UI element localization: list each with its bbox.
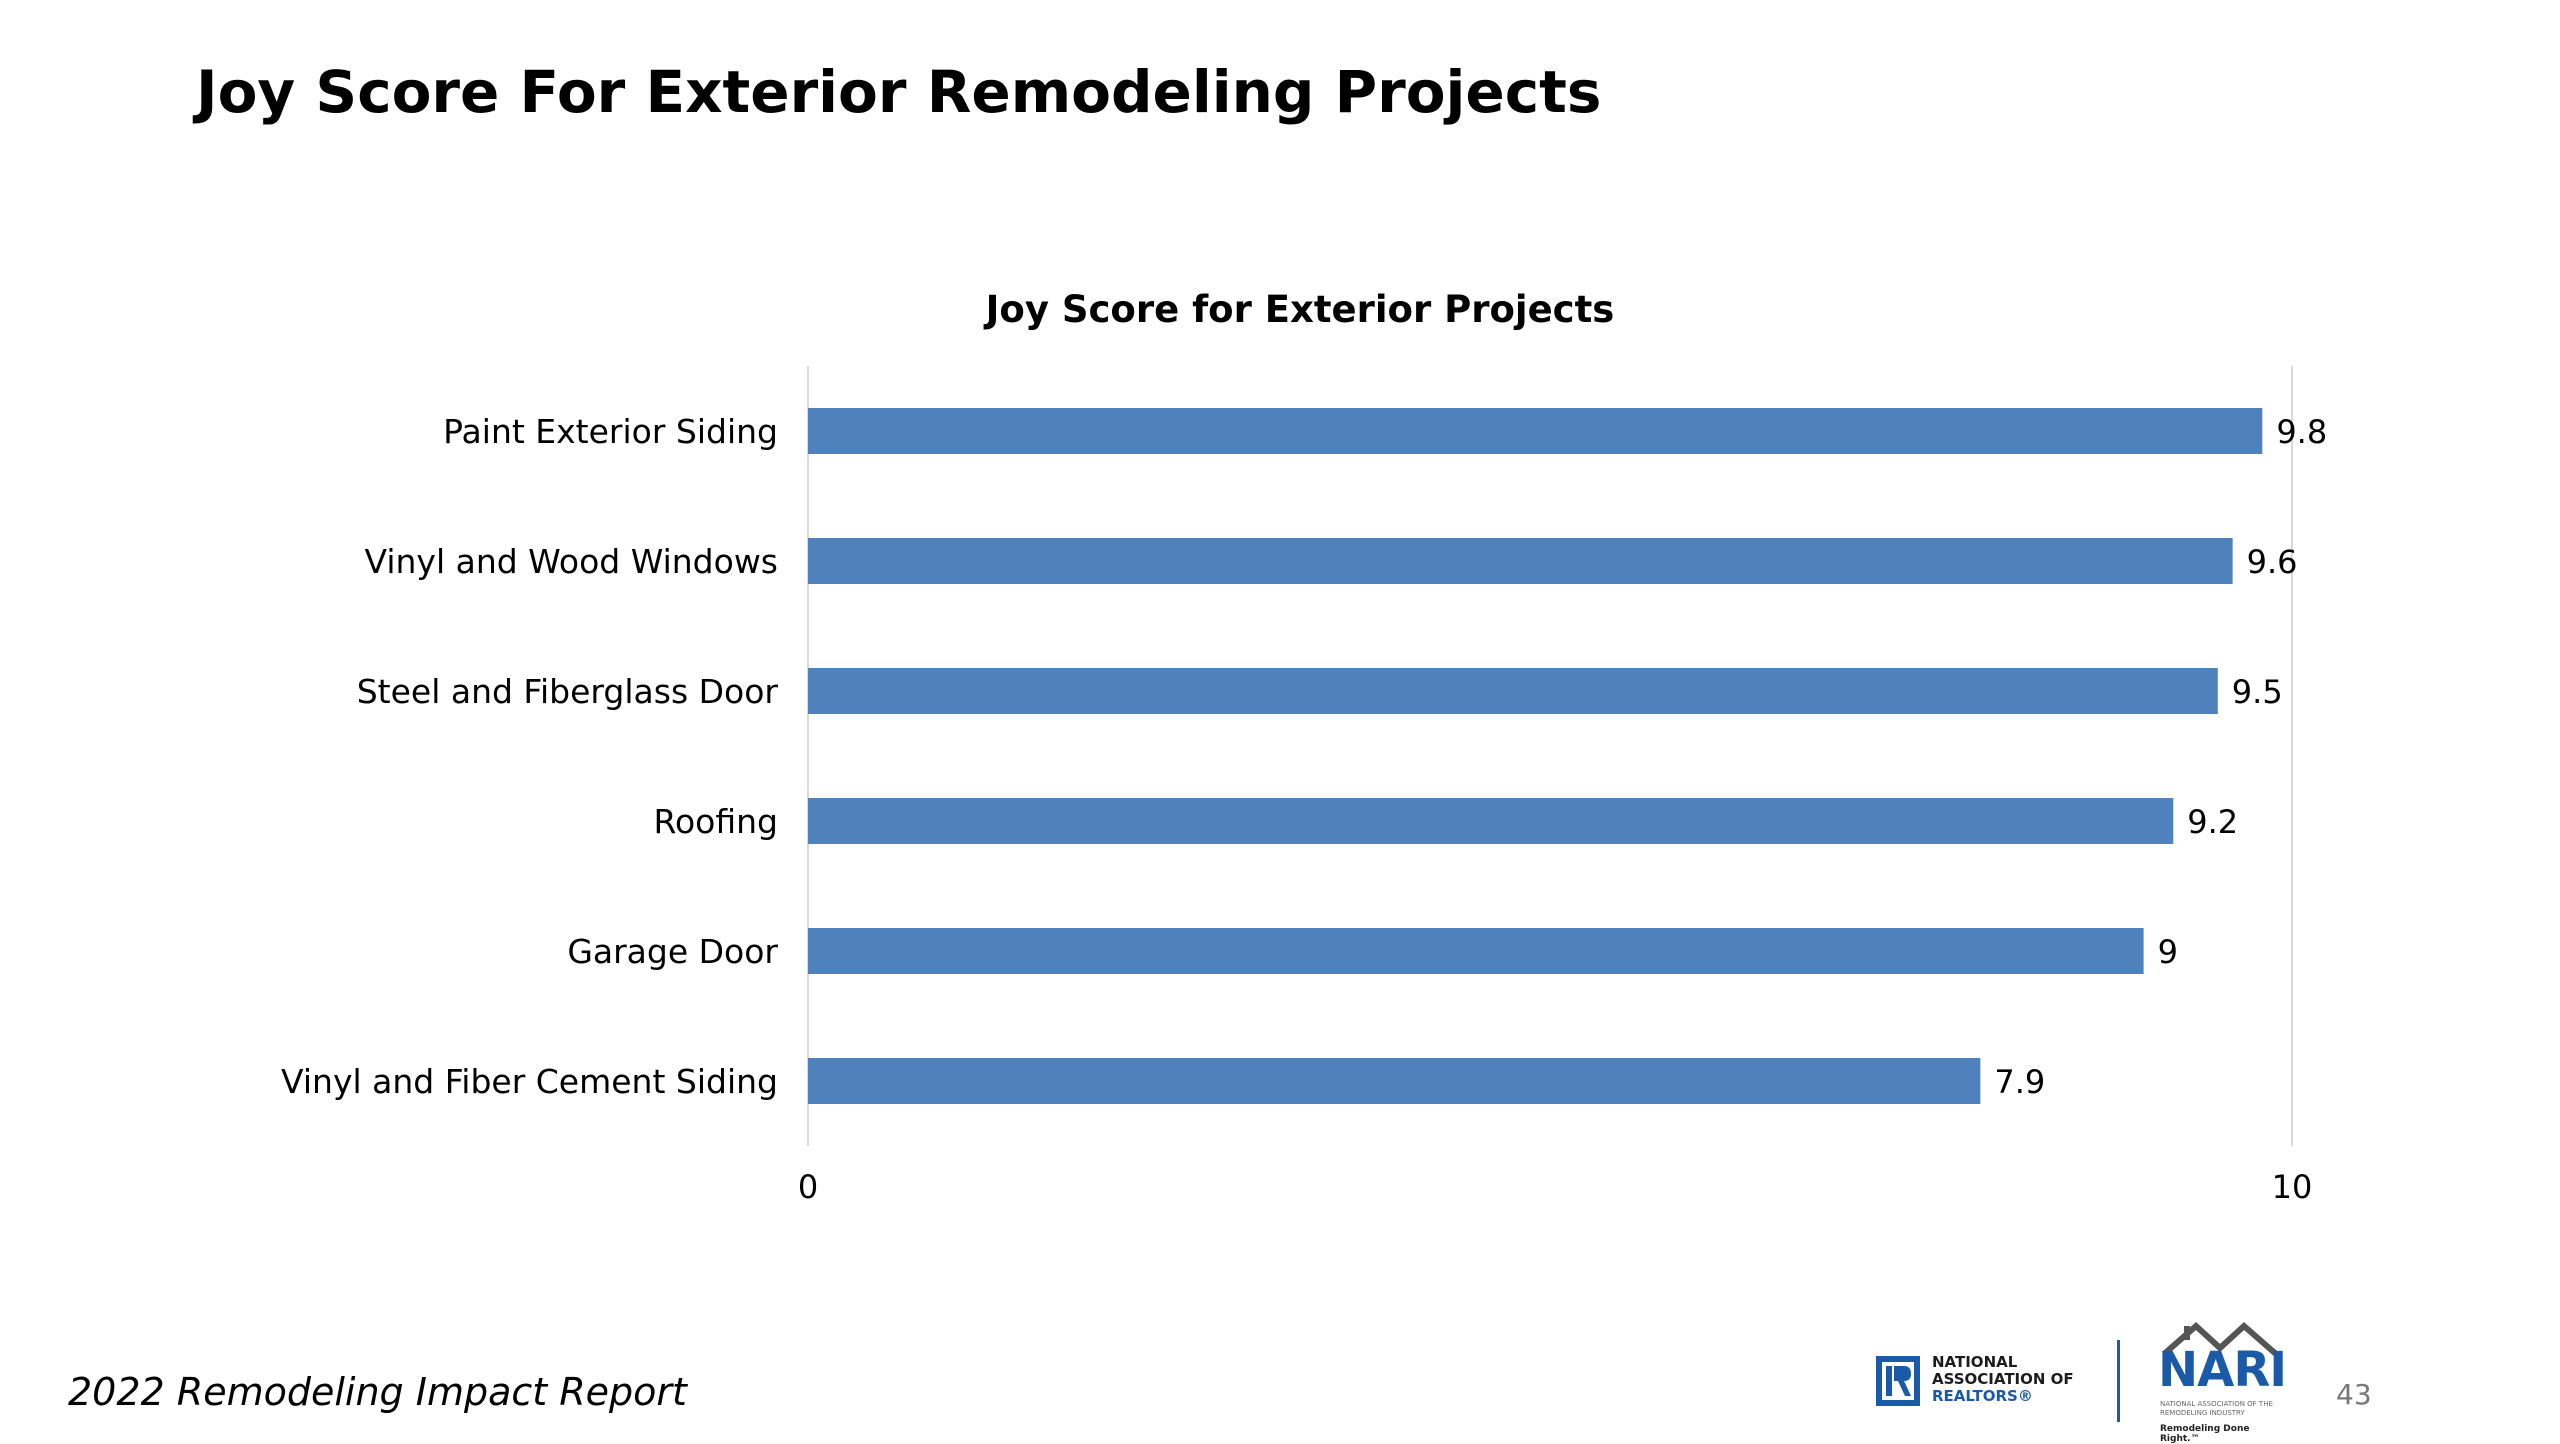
- bar: [808, 668, 2218, 714]
- realtor-r-icon: [1876, 1356, 1920, 1406]
- nar-line-2: ASSOCIATION OF: [1932, 1370, 2074, 1388]
- page-title: Joy Score For Exterior Remodeling Projec…: [196, 58, 1602, 126]
- nar-logo: NATIONAL ASSOCIATION OF REALTORS®: [1876, 1352, 2096, 1414]
- nari-subtitle: NATIONAL ASSOCIATION OF THE REMODELING I…: [2160, 1400, 2273, 1417]
- nar-line-3: REALTORS®: [1932, 1387, 2033, 1405]
- bar: [808, 798, 2174, 844]
- nari-logo: NARI NATIONAL ASSOCIATION OF THE REMODEL…: [2148, 1320, 2292, 1444]
- bar: [808, 928, 2144, 974]
- bar: [808, 1058, 1981, 1104]
- page-number: 43: [2336, 1378, 2372, 1411]
- category-label: Vinyl and Wood Windows: [364, 542, 778, 581]
- data-label: 9.8: [2276, 413, 2327, 451]
- bar: [808, 408, 2263, 454]
- data-label: 9.5: [2232, 673, 2283, 711]
- nar-logo-text: NATIONAL ASSOCIATION OF REALTORS®: [1932, 1354, 2074, 1405]
- category-label: Paint Exterior Siding: [443, 412, 778, 451]
- house-roof-icon: [2162, 1321, 2278, 1356]
- data-label: 9.6: [2247, 543, 2298, 581]
- data-label: 7.9: [1994, 1063, 2045, 1101]
- nari-wordmark: NARI: [2158, 1342, 2287, 1398]
- category-label: Roofing: [654, 802, 778, 841]
- bar-chart: Joy Score for Exterior Projects 0 10 Paint …: [281, 288, 2327, 1206]
- category-label: Vinyl and Fiber Cement Siding: [281, 1062, 778, 1101]
- data-label: 9.2: [2187, 803, 2238, 841]
- bar: [808, 538, 2233, 584]
- logo-divider: [2117, 1340, 2120, 1422]
- category-label: Garage Door: [567, 932, 778, 971]
- category-label: Steel and Fiberglass Door: [357, 672, 779, 711]
- nar-line-1: NATIONAL: [1932, 1353, 2018, 1371]
- report-footer: 2022 Remodeling Impact Report: [68, 1370, 687, 1414]
- x-tick-label: 0: [798, 1168, 818, 1206]
- nari-tagline: Remodeling Done Right.™: [2160, 1424, 2250, 1444]
- chart-title: Joy Score for Exterior Projects: [983, 288, 1615, 331]
- data-label: 9: [2158, 933, 2178, 971]
- x-tick-label: 10: [2272, 1168, 2313, 1206]
